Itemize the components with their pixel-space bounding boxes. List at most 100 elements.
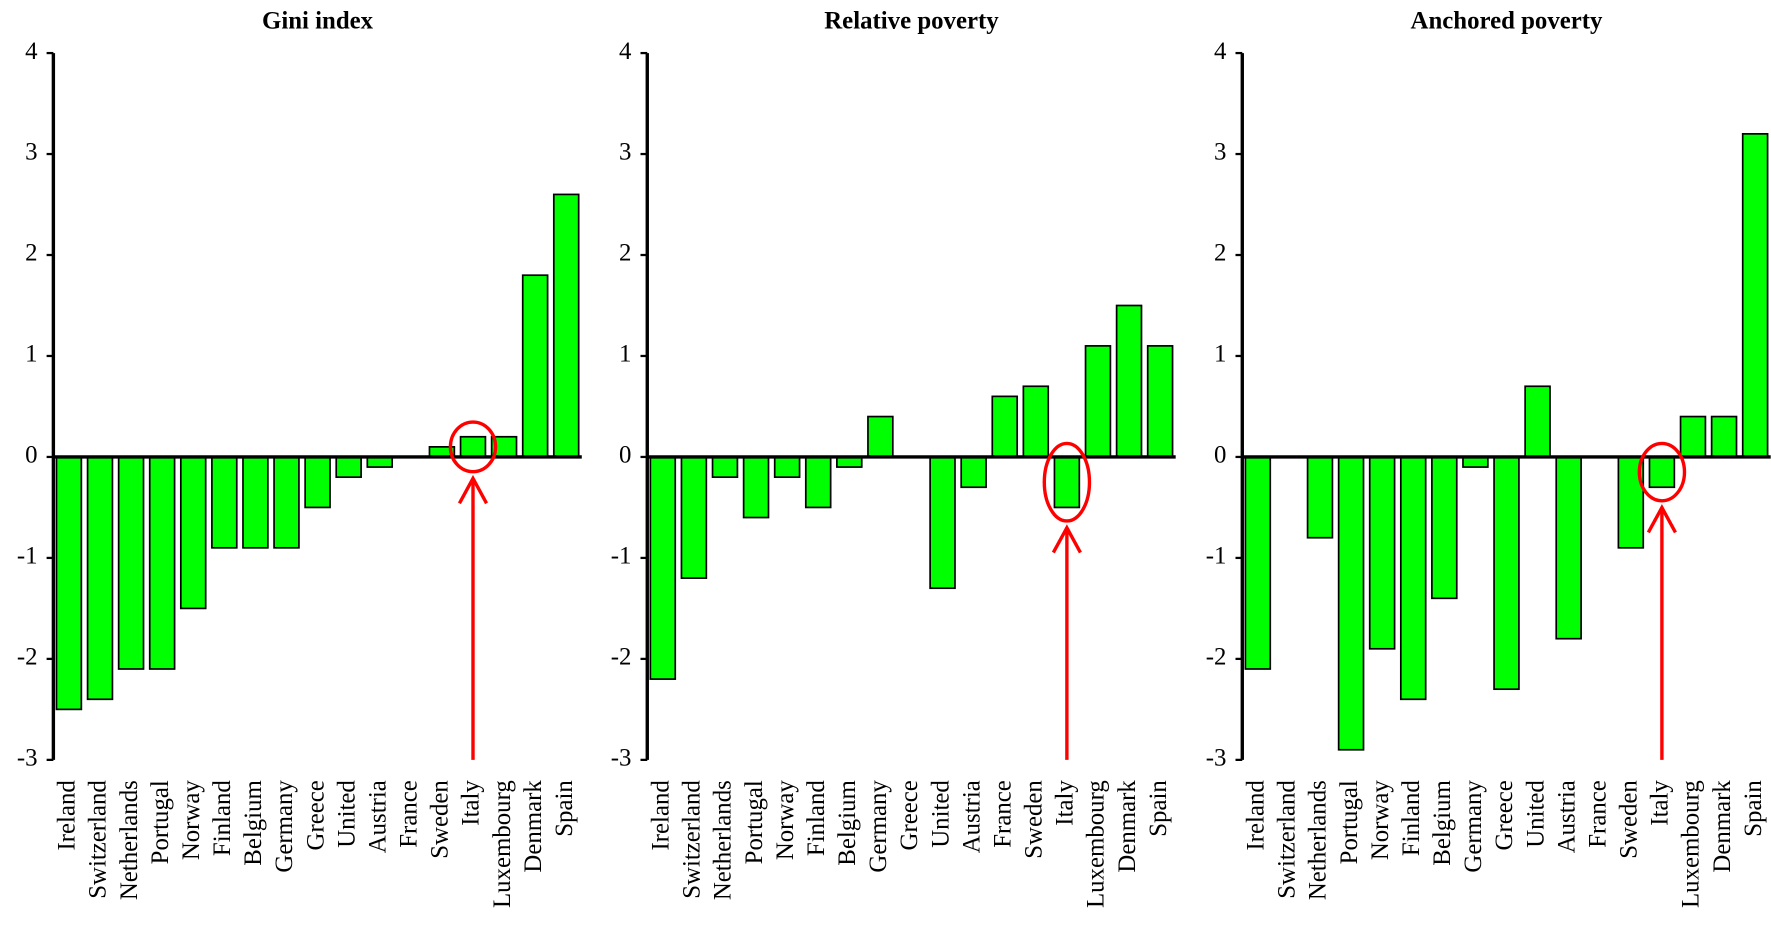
bar: [1115, 304, 1143, 458]
x-tick-label: France: [1584, 780, 1611, 848]
bar: [649, 456, 677, 680]
x-tick-label: Italy: [1052, 780, 1079, 826]
bar: [1244, 456, 1272, 670]
bar: [1524, 385, 1551, 458]
y-tick-label: 2: [619, 240, 631, 267]
x-tick-label: Italy: [1647, 780, 1674, 826]
x-tick-label: Austria: [364, 780, 391, 853]
bar: [148, 456, 176, 670]
chart-title: Relative poverty: [824, 7, 999, 34]
x-tick-label: Germany: [271, 780, 298, 873]
bar: [335, 456, 362, 478]
bar: [773, 456, 801, 478]
bar: [1741, 132, 1769, 458]
x-tick-label: Finland: [1398, 780, 1425, 856]
bar: [521, 274, 549, 458]
y-tick-label: -1: [17, 543, 38, 570]
x-tick-label: Germany: [1460, 780, 1487, 873]
x-tick-label: Portugal: [1336, 780, 1363, 864]
x-tick-label: Luxembourg: [489, 780, 516, 908]
bar: [552, 193, 580, 458]
x-tick-label: United: [1522, 780, 1549, 848]
x-tick-label: France: [396, 780, 423, 848]
chart-title: Anchored poverty: [1411, 7, 1604, 34]
highlight-circle: [1637, 441, 1687, 503]
y-tick-label: 0: [1214, 442, 1226, 469]
y-tick-label: 1: [619, 341, 631, 368]
x-tick-label: Luxembourg: [1083, 780, 1110, 908]
y-tick-label: 3: [619, 139, 631, 166]
y-tick-label: -3: [17, 745, 38, 772]
bar: [117, 456, 145, 670]
x-tick-label: United: [333, 780, 360, 848]
x-tick-label: Norway: [1367, 780, 1394, 861]
y-tick-label: 2: [1214, 240, 1226, 267]
bar: [242, 456, 269, 549]
bar: [211, 456, 238, 549]
x-tick-label: Belgium: [240, 780, 267, 866]
bar: [1399, 456, 1427, 701]
x-tick-label: Italy: [458, 780, 485, 826]
y-tick-label: -1: [1206, 543, 1227, 570]
x-tick-label: Greece: [302, 780, 329, 850]
arrow-head: [1646, 504, 1677, 534]
y-tick-label: -2: [17, 644, 38, 671]
x-tick-label: Spain: [1740, 780, 1767, 837]
bar: [1337, 456, 1365, 751]
x-tick-label: Switzerland: [85, 780, 112, 899]
bar: [1053, 456, 1081, 509]
x-tick-label: Austria: [1553, 780, 1580, 853]
y-tick-label: 1: [25, 341, 37, 368]
bar: [459, 435, 487, 458]
y-tick-label: 0: [25, 442, 37, 469]
x-tick-label: Austria: [958, 780, 985, 853]
x-tick-label: Ireland: [54, 780, 81, 851]
x-tick-label: Finland: [209, 780, 236, 856]
arrow-head: [457, 474, 489, 505]
bar: [680, 456, 708, 579]
y-tick-label: 2: [25, 240, 37, 267]
bar: [742, 456, 770, 519]
y-tick-label: -3: [1206, 745, 1227, 772]
bar: [960, 456, 987, 489]
x-tick-label: Sweden: [1616, 780, 1643, 859]
x-tick-label: Netherlands: [1305, 780, 1332, 900]
bar: [1431, 456, 1458, 600]
x-tick-label: Denmark: [1709, 780, 1736, 873]
x-tick-label: Portugal: [147, 780, 174, 864]
x-tick-label: Germany: [865, 780, 892, 873]
bar: [179, 456, 207, 610]
x-tick-label: Denmark: [520, 780, 547, 873]
x-tick-label: Ireland: [648, 780, 675, 851]
chart-title: Gini index: [262, 7, 374, 34]
bar: [1710, 415, 1738, 458]
bar: [1368, 456, 1396, 650]
highlight-circle: [1042, 441, 1092, 523]
bar: [1306, 456, 1334, 539]
y-tick-label: 3: [25, 139, 37, 166]
x-tick-label: United: [927, 780, 954, 848]
y-tick-label: 4: [619, 38, 632, 65]
highlight-circle: [448, 420, 498, 474]
bar: [304, 456, 331, 509]
x-tick-label: France: [989, 780, 1016, 848]
x-tick-label: Portugal: [741, 780, 768, 864]
x-tick-label: Netherlands: [710, 780, 737, 900]
x-tick-label: Ireland: [1243, 780, 1270, 851]
arrow-head: [1051, 524, 1082, 554]
x-tick-label: Belgium: [834, 780, 861, 866]
y-tick-label: 3: [1214, 139, 1226, 166]
y-tick-label: -2: [611, 644, 632, 671]
x-tick-label: Sweden: [1021, 780, 1048, 859]
x-tick-label: Sweden: [427, 780, 454, 859]
x-tick-label: Belgium: [1429, 780, 1456, 866]
bar: [929, 456, 956, 590]
bar: [1555, 456, 1582, 640]
bar: [55, 456, 83, 711]
y-tick-label: -2: [1206, 644, 1227, 671]
bar: [1648, 456, 1676, 489]
bar: [1679, 415, 1707, 458]
bar: [1493, 456, 1520, 691]
y-tick-label: 4: [1214, 38, 1227, 65]
